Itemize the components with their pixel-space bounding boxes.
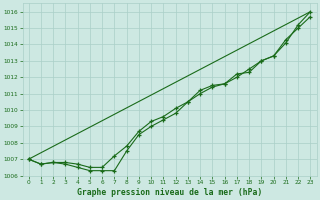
X-axis label: Graphe pression niveau de la mer (hPa): Graphe pression niveau de la mer (hPa): [77, 188, 262, 197]
